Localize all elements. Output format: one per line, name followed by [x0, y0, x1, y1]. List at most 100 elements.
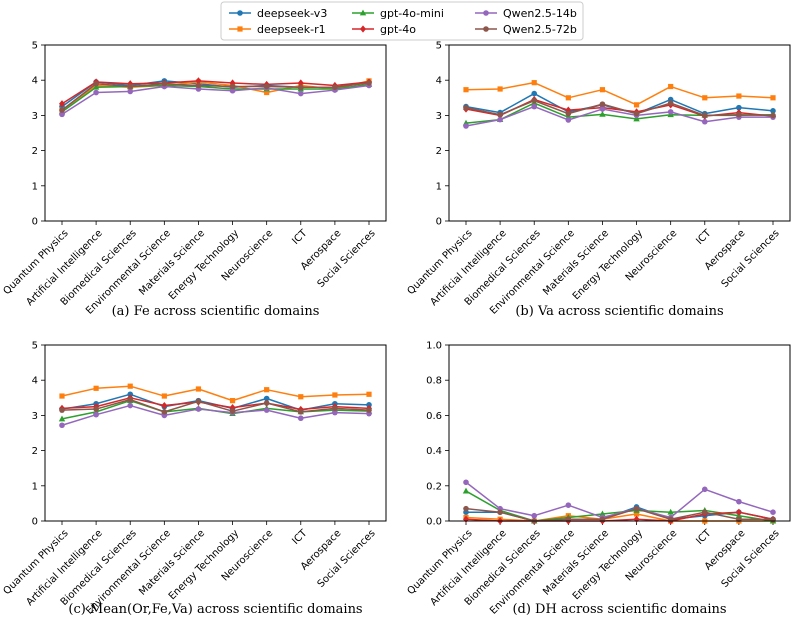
y-tick-label: 0	[436, 217, 442, 228]
data-point	[633, 115, 640, 122]
y-tick-label: 0.0	[426, 517, 442, 528]
y-tick-label: 0.6	[426, 411, 442, 422]
data-point	[366, 391, 372, 397]
y-tick-label: 5	[436, 41, 442, 52]
data-point	[633, 511, 640, 517]
y-tick-label: 4	[436, 76, 442, 87]
data-point	[59, 107, 65, 113]
data-point	[229, 83, 236, 90]
legend-item-qwen2-5-72b: Qwen2.5-72b	[475, 23, 577, 36]
data-point	[332, 409, 338, 416]
x-tick-label-quantum-physics: Quantum Physics	[405, 528, 474, 597]
series-line-qwen2-5-72b	[61, 82, 370, 111]
data-point	[736, 111, 742, 118]
y-tick-label: 5	[32, 41, 38, 52]
y-tick-label: 0	[32, 517, 38, 528]
data-point	[93, 385, 99, 391]
series-line-qwen2-5-14b	[61, 84, 370, 115]
panel-caption: (c) Mean(Or,Fe,Va) across scientific dom…	[68, 602, 362, 617]
data-point	[332, 84, 338, 91]
data-point	[599, 106, 606, 112]
data-point	[531, 103, 538, 110]
series-line-deepseek-r1	[61, 385, 370, 402]
data-point	[263, 400, 270, 406]
data-point	[770, 509, 776, 515]
x-tick-label-ict: ICT	[694, 227, 714, 247]
panel-caption: (a) Fe across scientific domains	[112, 304, 320, 319]
data-point	[463, 505, 469, 512]
x-tick-label-materials-science: Materials Science	[137, 528, 207, 598]
data-point	[565, 117, 572, 123]
data-point	[195, 398, 202, 405]
data-point	[298, 394, 304, 400]
data-point	[565, 95, 571, 101]
data-point	[736, 93, 742, 99]
data-point	[633, 515, 640, 523]
x-tick-label-ict: ICT	[694, 527, 714, 547]
panel-caption: (d) DH across scientific domains	[512, 602, 726, 617]
data-point	[667, 508, 674, 515]
data-point	[59, 407, 65, 413]
y-tick-label: 1.0	[426, 341, 442, 352]
data-point	[701, 118, 708, 125]
data-point	[565, 502, 572, 508]
y-tick-label: 4	[32, 76, 38, 87]
legend: deepseek-v3 deepseek-r1 gpt-4o-mini gpt-4o Q…	[220, 1, 584, 41]
y-tick-label: 4	[32, 376, 38, 387]
y-tick-label: 0.8	[426, 376, 442, 387]
data-point	[195, 77, 202, 85]
data-point	[701, 509, 708, 515]
data-point	[264, 89, 270, 96]
y-tick-label: 2	[32, 146, 38, 157]
series-qwen2-5-72b	[59, 396, 372, 415]
data-point	[599, 510, 606, 517]
series-line-deepseek-r1	[465, 81, 774, 106]
data-point	[599, 87, 606, 93]
series-line-gpt-4o	[61, 397, 370, 411]
data-point	[702, 95, 708, 101]
data-point	[263, 407, 270, 413]
legend-marker	[360, 25, 366, 33]
panel-caption: (b) Va across scientific domains	[515, 304, 723, 319]
data-point	[161, 401, 168, 410]
x-tick-label-social-sciences: Social Sciences	[720, 228, 782, 290]
data-point	[497, 111, 503, 118]
legend-marker	[359, 9, 367, 16]
legend-item-gpt-4o-mini: gpt-4o-mini	[352, 7, 444, 20]
series-line-qwen2-5-14b	[465, 105, 773, 127]
data-point	[599, 101, 606, 107]
data-point	[463, 123, 469, 129]
data-point	[229, 87, 236, 94]
series-line-gpt-4o	[61, 80, 370, 105]
legend-item-deepseek-r1: deepseek-r1	[229, 23, 326, 36]
legend-label: deepseek-v3	[257, 7, 327, 20]
legend-marker	[483, 26, 489, 32]
data-point	[463, 87, 469, 93]
data-point	[701, 112, 708, 119]
data-point	[59, 422, 65, 429]
y-tick-label: 0.4	[426, 446, 442, 457]
legend-marker	[237, 10, 243, 16]
data-point	[93, 411, 99, 418]
y-tick-label: 2	[436, 146, 442, 157]
y-tick-label: 3	[32, 411, 38, 422]
data-point	[531, 90, 538, 97]
data-point	[229, 408, 236, 414]
data-point	[297, 90, 304, 97]
legend-marker	[483, 10, 489, 16]
data-point	[59, 393, 65, 399]
y-tick-label: 2	[32, 446, 38, 457]
data-point	[366, 407, 372, 413]
series-line-gpt-4o-mini	[61, 83, 370, 113]
data-point	[332, 405, 338, 412]
data-point	[127, 88, 134, 95]
data-point	[161, 393, 167, 399]
data-point	[161, 80, 168, 87]
y-tick-label: 1	[32, 181, 38, 192]
y-tick-label: 1	[32, 481, 38, 492]
data-point	[127, 383, 133, 389]
x-tick-label-quantum-physics: Quantum Physics	[1, 528, 70, 597]
data-point	[463, 479, 469, 486]
